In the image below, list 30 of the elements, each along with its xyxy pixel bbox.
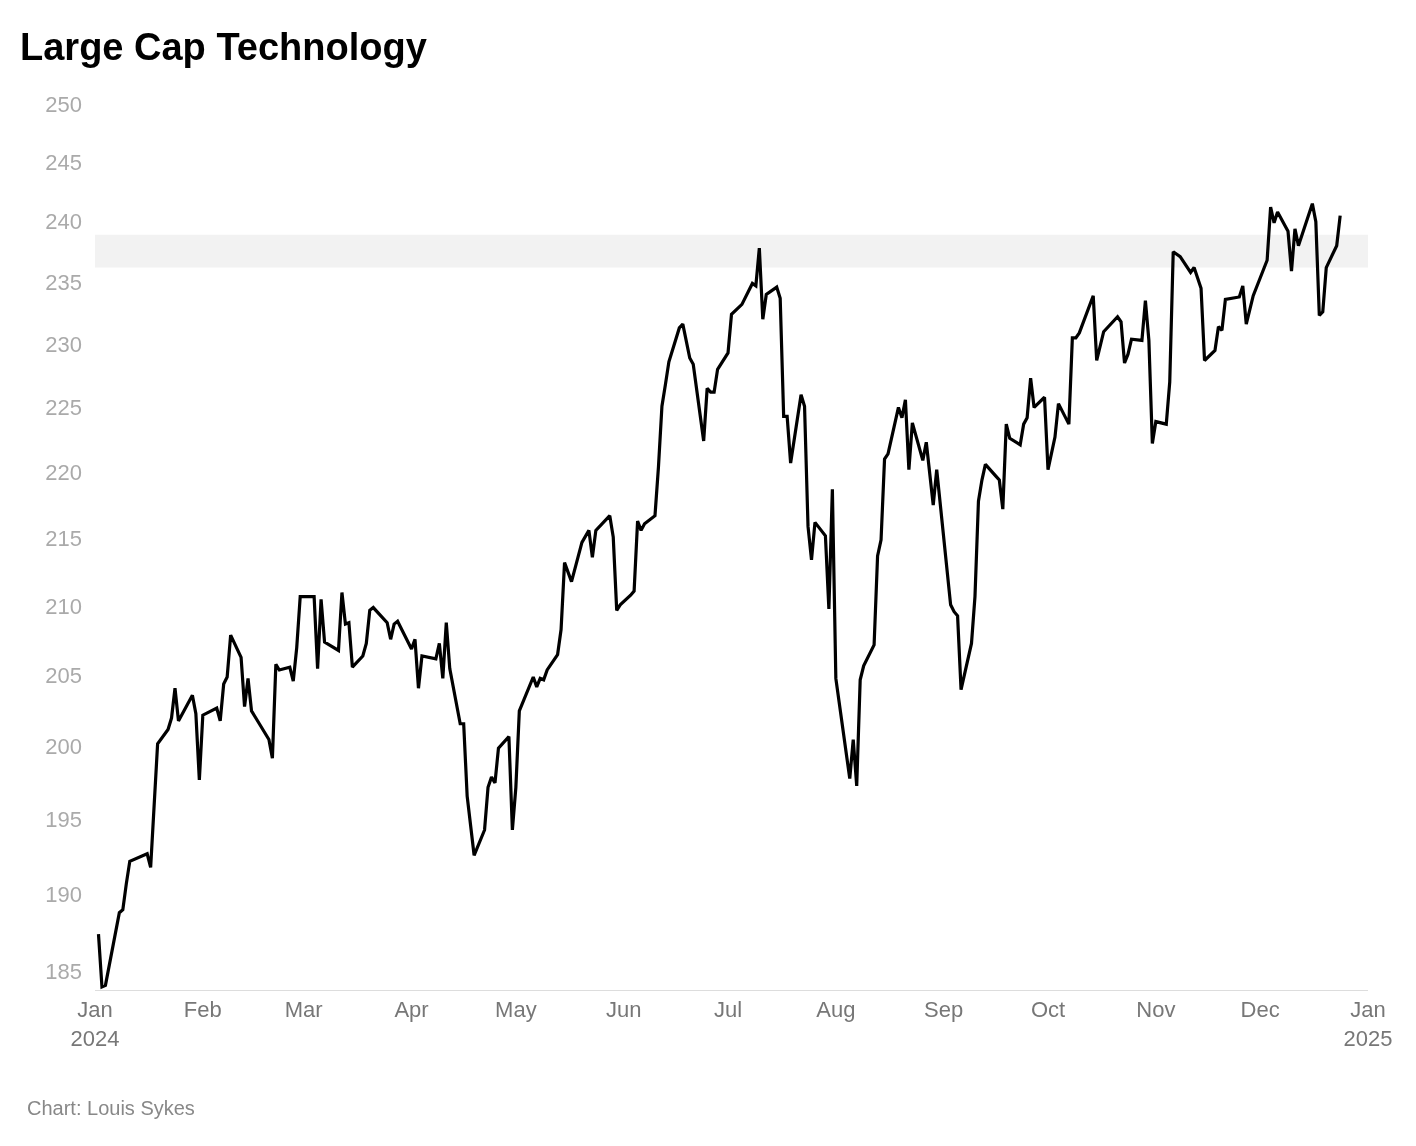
- y-tick-label: 245: [45, 149, 82, 175]
- x-tick-label: Nov: [1136, 997, 1176, 1023]
- x-tick-label: Jan 2025: [1343, 997, 1393, 1051]
- y-tick-label: 190: [45, 882, 82, 908]
- y-tick-label: 205: [45, 663, 82, 689]
- x-tick-label: Dec: [1240, 997, 1280, 1023]
- x-tick-label: Apr: [394, 997, 429, 1023]
- x-tick-label: Jan 2024: [70, 997, 120, 1051]
- x-tick-label: Mar: [284, 997, 323, 1023]
- x-tick-label: Feb: [183, 997, 222, 1023]
- chart-title: Large Cap Technology: [20, 26, 427, 69]
- y-tick-label: 230: [45, 331, 82, 357]
- x-tick-label: Jul: [713, 997, 743, 1023]
- y-tick-label: 195: [45, 807, 82, 833]
- x-tick-label: Oct: [1030, 997, 1066, 1023]
- line-series: [96, 202, 1342, 989]
- x-tick-label: May: [495, 997, 537, 1023]
- y-tick-label: 220: [45, 459, 82, 485]
- y-tick-label: 200: [45, 734, 82, 760]
- x-tick-label: Aug: [816, 997, 856, 1023]
- y-tick-label: 240: [45, 209, 82, 235]
- x-tick-label: Jun: [605, 997, 642, 1023]
- text: Chart: Louis Sykes: [27, 1097, 195, 1119]
- y-tick-label: 215: [45, 526, 82, 552]
- y-tick-label: 185: [45, 958, 82, 984]
- y-tick-label: 250: [45, 91, 82, 117]
- y-tick-label: 210: [45, 593, 82, 619]
- x-tick-label: Sep: [924, 997, 964, 1023]
- y-tick-label: 225: [45, 395, 82, 421]
- y-tick-label: 235: [45, 269, 82, 295]
